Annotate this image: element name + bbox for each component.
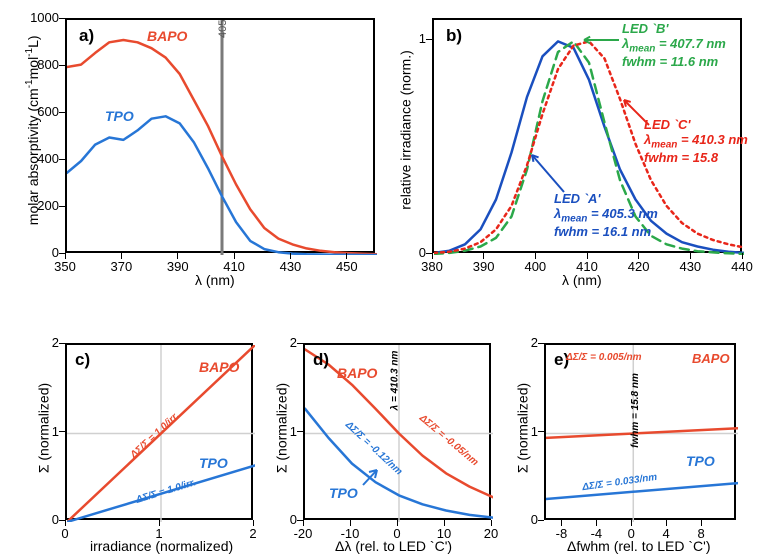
bapo-label-e: BAPO [692,351,730,366]
panel-label-d: d) [313,350,329,370]
figure: { "dims":{"w":777,"h":560}, "colors":{"b… [0,0,777,560]
tpo-label-d: TPO [329,485,358,501]
panel-label-a: a) [79,26,94,46]
led-c-fwhm: fwhm = 15.8 [644,150,718,165]
vnote-d: λ = 410.3 nm [389,351,400,411]
led-c-mean: = 410.3 nm [677,132,747,147]
bapo-label-c: BAPO [199,359,239,375]
svg-text:405 nm: 405 nm [217,20,229,38]
panel-label-c: c) [75,350,90,370]
panel-label-b: b) [446,26,462,46]
chart-svg-a: 405 nm [67,20,377,255]
legend-b-blue: LED `A' λmean = 405.3 nm fwhm = 16.1 nm [554,192,658,240]
vnote-e: fwhm = 15.8 nm [630,373,641,448]
bapo-note-e: ΔΣ/Σ = 0.005/nm [566,352,642,363]
chart-svg-e [546,345,738,522]
plot-area-e: e) BAPO TPO fwhm = 15.8 nm ΔΣ/Σ = 0.005/… [544,343,736,520]
ylabel-b: relative irradiance (norm.) [398,13,414,248]
panel-e: e) BAPO TPO fwhm = 15.8 nm ΔΣ/Σ = 0.005/… [544,343,736,520]
led-b-fwhm: fwhm = 11.6 nm [622,54,718,69]
plot-area-a: 405 nm a) BAPO TPO [65,18,375,253]
plot-area-b: b) LED `B' λmean = 407.7 nm fwhm = 11.6 … [432,18,742,253]
led-b-title: LED `B' [622,21,668,36]
plot-area-d: d) BAPO TPO λ = 410.3 nm ΔΣ/Σ = -0.05/nm… [303,343,491,520]
tpo-label-c: TPO [199,455,228,471]
led-a-title: LED `A' [554,191,600,206]
led-a-mean: = 405.3 nm [587,206,657,221]
led-c-title: LED `C' [644,117,690,132]
legend-b-red: LED `C' λmean = 410.3 nm fwhm = 15.8 [644,118,748,166]
plot-area-c: c) BAPO TPO ΔΣ/Σ = 1.0/irr. ΔΣ/Σ = 1.0/i… [65,343,253,520]
tpo-label-a: TPO [105,108,134,124]
panel-d: d) BAPO TPO λ = 410.3 nm ΔΣ/Σ = -0.05/nm… [303,343,491,520]
led-a-fwhm: fwhm = 16.1 nm [554,224,651,239]
led-b-mean: = 407.7 nm [655,36,725,51]
legend-b-green: LED `B' λmean = 407.7 nm fwhm = 11.6 nm [622,22,726,70]
panel-b: b) LED `B' λmean = 407.7 nm fwhm = 11.6 … [432,18,742,253]
panel-a: 405 nm a) BAPO TPO [65,18,375,253]
xlabel-a: λ (nm) [195,272,235,288]
tpo-label-e: TPO [686,453,715,469]
bapo-label-d: BAPO [337,365,377,381]
xlabel-b: λ (nm) [562,272,602,288]
bapo-label-a: BAPO [147,28,187,44]
panel-c: c) BAPO TPO ΔΣ/Σ = 1.0/irr. ΔΣ/Σ = 1.0/i… [65,343,253,520]
